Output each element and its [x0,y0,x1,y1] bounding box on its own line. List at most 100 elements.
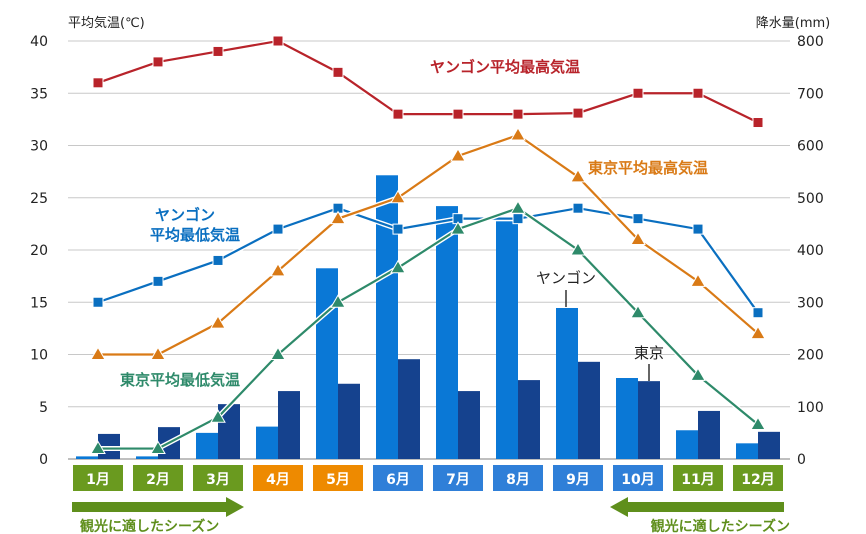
series-line [98,133,759,356]
month-label-box [733,465,783,491]
square-marker [392,108,404,120]
tokyo-precip-bar [278,391,300,459]
month-label: 2月 [146,472,170,488]
square-marker [152,56,164,68]
month-label: 7月 [446,472,470,488]
month-label: 1月 [86,472,110,488]
square-marker [572,202,584,214]
month-label: 12月 [741,472,774,488]
month-label: 11月 [681,472,714,488]
triangle-marker [750,325,766,340]
month-label: 8月 [506,472,530,488]
month-label-box [553,465,603,491]
square-marker [512,213,524,225]
square-marker [572,107,584,119]
tokyo-precip-bar [518,380,540,459]
left-tick-label: 0 [39,452,48,468]
triangle-marker [690,273,706,287]
left-tick-label: 10 [30,348,48,364]
month-label: 4月 [266,472,290,488]
square-marker [212,254,224,266]
yangon-precip-bar [496,221,518,459]
left-tick-label: 25 [30,191,48,207]
square-marker [452,108,464,120]
triangle-marker [150,440,166,455]
month-label: 9月 [566,472,590,488]
square-marker [632,213,644,225]
month-label-box [133,465,183,491]
season-label-right: 観光に適したシーズン [651,518,790,534]
series-line [98,206,759,450]
left-tick-label: 35 [30,86,48,102]
tokyo-precip-bar [578,361,600,459]
yangon-precip-bar [736,443,758,459]
left-tick-label: 30 [30,139,48,155]
yangon-bar-label: ヤンゴン [536,269,596,287]
yangon-precip-bar [316,268,338,459]
yangon-precip-bar [256,426,278,459]
right-tick-label: 400 [797,243,824,259]
season-arrow-left [610,497,784,517]
left-tick-label: 40 [30,34,48,50]
month-label: 10月 [621,472,654,488]
right-tick-label: 100 [797,400,824,416]
series-label: 平均最低気温 [150,226,240,244]
series-line-halo [97,38,760,125]
series-label: 東京平均最低気温 [120,371,240,389]
yangon-precip-bar [676,430,698,459]
left-tick-label: 5 [39,400,48,416]
square-marker [152,275,164,287]
series-line [97,207,759,314]
triangle-marker [630,304,646,319]
left-tick-label: 20 [30,243,48,259]
tokyo-precip-bar [218,404,240,459]
tokyo-precip-bar [338,383,360,459]
triangle-marker [270,346,286,360]
square-marker [272,35,284,47]
triangle-marker [510,127,526,141]
square-marker [752,307,764,319]
square-marker [632,87,644,99]
tokyo-precip-bar [698,410,720,459]
tokyo-bar-label: 東京 [634,344,664,362]
square-marker [392,223,404,235]
triangle-marker [690,367,706,381]
right-tick-label: 0 [797,452,806,468]
triangle-marker [390,189,406,204]
right-tick-label: 300 [797,295,824,311]
month-label-box [73,465,123,491]
yangon-precip-bar [436,206,458,459]
month-label-box [673,465,723,491]
triangle-marker [270,262,286,277]
right-tick-label: 200 [797,348,824,364]
month-label: 6月 [386,472,410,488]
square-marker [512,108,524,120]
triangle-marker [450,221,466,235]
month-label-box [373,465,423,491]
square-marker [692,87,704,99]
square-marker [692,223,704,235]
series-label: ヤンゴン平均最高気温 [430,58,580,76]
square-marker [332,66,344,78]
month-label: 3月 [206,472,230,488]
square-marker [92,77,104,89]
triangle-marker [90,346,106,360]
month-label-box [193,465,243,491]
right-axis-label: 降水量(mm) [756,16,830,31]
tokyo-precip-bar [458,391,480,459]
left-axis-label: 平均気温(℃) [68,15,145,31]
triangle-marker [750,416,766,431]
triangle-marker [330,294,346,308]
square-marker [752,117,764,129]
triangle-marker [450,147,466,162]
triangle-marker [150,346,166,360]
series-label: ヤンゴン [155,206,215,224]
yangon-precip-bar [616,378,638,459]
yangon-precip-bar [196,432,218,459]
triangle-marker [210,315,226,329]
yangon-precip-bar [76,456,98,459]
month-label-box [253,465,303,491]
tokyo-precip-bar [758,431,780,459]
